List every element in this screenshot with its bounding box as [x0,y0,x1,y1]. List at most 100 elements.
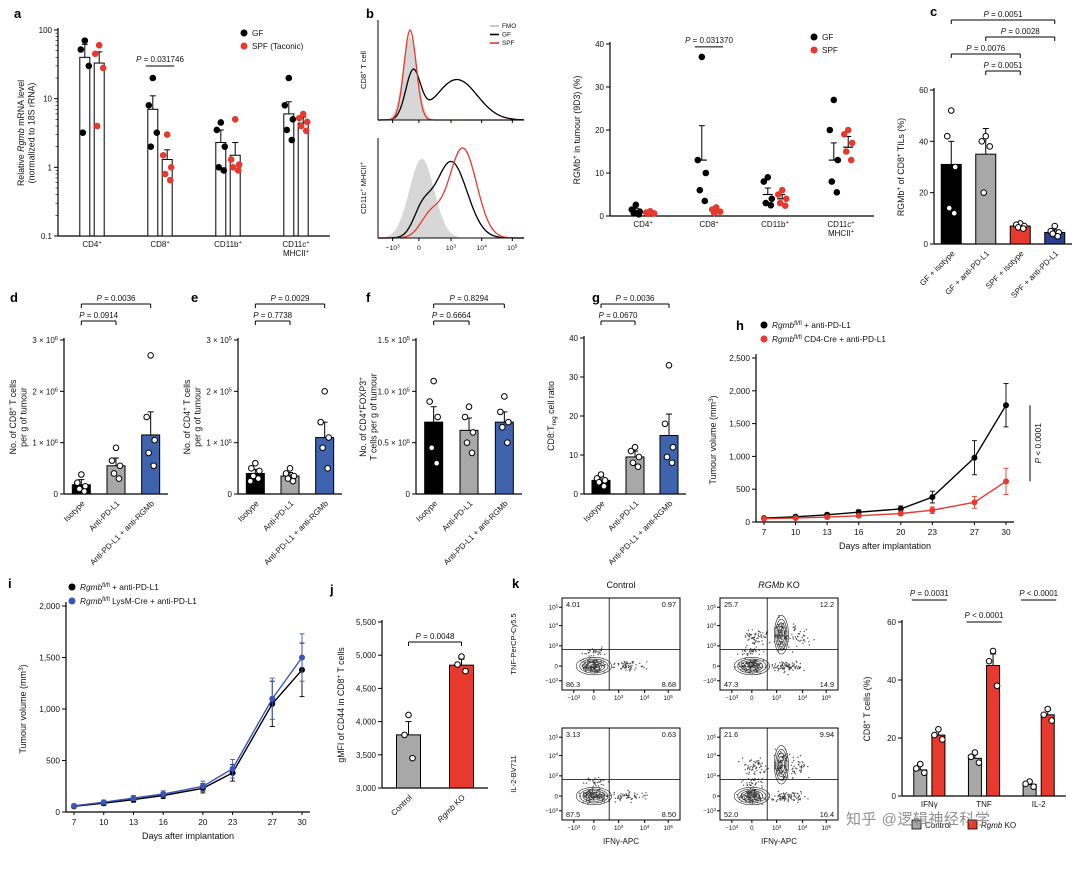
data-point [627,447,635,455]
svg-text:10: 10 [595,169,604,178]
data-point [920,769,928,777]
data-point [776,199,784,207]
data-point [635,453,643,461]
chart-a: 0.1 1 10 100 Relative Rgmb mRNA level(normal… [16,26,330,258]
bar [449,664,474,789]
data-point [600,482,608,490]
bar [161,159,173,237]
panel-c: c 0 20 40 60 RGMb+ of CD8+ TILs (%) GF + isot… [882,4,1080,344]
data-point [299,654,305,661]
data-point [834,156,842,164]
data-point [147,352,154,359]
svg-text:Isotype: Isotype [414,499,439,524]
data-point [971,454,978,461]
svg-text:0: 0 [924,240,929,249]
legend-marker [810,33,818,41]
legend-marker [911,819,922,830]
svg-text:TNF: TNF [976,800,992,809]
flow-population [575,776,648,806]
svg-text:105: 105 [549,603,559,611]
svg-text:3 × 105: 3 × 105 [206,336,232,345]
svg-text:52.0: 52.0 [724,810,738,819]
data-point [295,114,303,122]
data-point [130,795,137,802]
svg-text:20: 20 [896,527,906,537]
data-point [696,186,704,194]
data-point [951,163,959,171]
flow-plot-frame [719,597,839,691]
data-point [286,465,294,472]
svg-text:500: 500 [736,484,750,494]
svg-text:P = 0.0076: P = 0.0076 [966,44,1005,53]
data-point [601,477,609,484]
panel-a-label: a [14,6,22,21]
data-point [227,156,235,163]
data-point [79,129,87,136]
svg-text:1: 1 [48,163,53,172]
svg-text:25.7: 25.7 [724,600,738,609]
svg-text:23: 23 [228,817,238,827]
data-point [595,479,603,486]
legend: Rgmbfl/fl + anti-PD-L1 Rgmbfl/fl CD4-Cre … [760,320,886,344]
svg-text:P = 0.031370: P = 0.031370 [685,36,733,45]
data-point [401,731,408,739]
svg-text:10: 10 [569,451,578,460]
data-point [767,201,775,209]
data-point [847,156,855,164]
legend-marker [68,597,76,605]
data-point [632,201,640,209]
data-point [115,475,123,482]
bar [93,62,105,237]
svg-text:P = 0.0051: P = 0.0051 [984,61,1023,70]
data-point [110,470,118,477]
data-point [702,169,710,177]
svg-text:104: 104 [640,824,650,832]
bar [913,769,928,797]
svg-text:CD8+ T cells (%): CD8+ T cells (%) [862,676,872,741]
svg-text:SPF (Taconic): SPF (Taconic) [252,42,304,51]
svg-text:103: 103 [614,824,624,832]
data-point [760,178,768,185]
svg-text:CD8:Treg cell ratio: CD8:Treg cell ratio [546,381,558,451]
panel-c-label: c [930,4,938,19]
data-point [248,465,255,472]
panel-g-chart: 0 10 20 30 40 CD8:Treg cell ratio Isotype Anti-… [546,294,686,567]
svg-text:RGMb+ of CD8+ TILs (%): RGMb+ of CD8+ TILs (%) [896,118,906,216]
svg-text:P = 0.0048: P = 0.0048 [416,632,455,641]
panel-f-chart: 0 0.5 × 105 1.0 × 105 1.5 × 105 No. of CD4+F… [358,294,522,567]
data-point [74,479,81,487]
data-point [283,126,291,134]
data-point [321,388,328,395]
svg-text:20: 20 [569,412,578,421]
bar [659,435,679,495]
svg-text:P = 0.0036: P = 0.0036 [97,294,136,303]
data-point [462,667,469,675]
svg-text:P = 0.7738: P = 0.7738 [253,311,292,320]
svg-text:GF: GF [502,32,511,39]
data-point [95,41,103,49]
svg-text:−103: −103 [545,807,559,815]
svg-text:0: 0 [555,663,559,670]
series-line [763,480,1007,520]
data-point [774,191,782,198]
svg-text:8.68: 8.68 [662,680,676,689]
data-point [710,209,718,217]
data-point [289,477,297,485]
panel-j-label: j [330,582,334,597]
panel-i-chart: 0 500 1,000 1,500 2,000 Tumour volume (mm3) 7 1… [18,582,310,841]
bar [931,734,946,797]
data-point [469,429,477,436]
svg-text:30: 30 [569,373,578,382]
svg-text:16: 16 [854,527,864,537]
panel-b-label: b [366,6,374,21]
data-point [150,462,157,470]
series-line [73,669,303,807]
svg-text:RGMb+ in tumour (9D3) (%): RGMb+ in tumour (9D3) (%) [572,76,582,185]
svg-text:86.3: 86.3 [566,680,580,689]
panel-e-label: e [191,290,199,305]
data-point [597,471,605,478]
svg-text:Isotype: Isotype [62,499,87,524]
svg-text:P = 0.0031: P = 0.0031 [910,589,949,598]
legend-marker [240,29,248,37]
legend: Rgmbfl/fl + anti-PD-L1 Rgmbfl/fl LysM-Cre… [68,582,197,606]
